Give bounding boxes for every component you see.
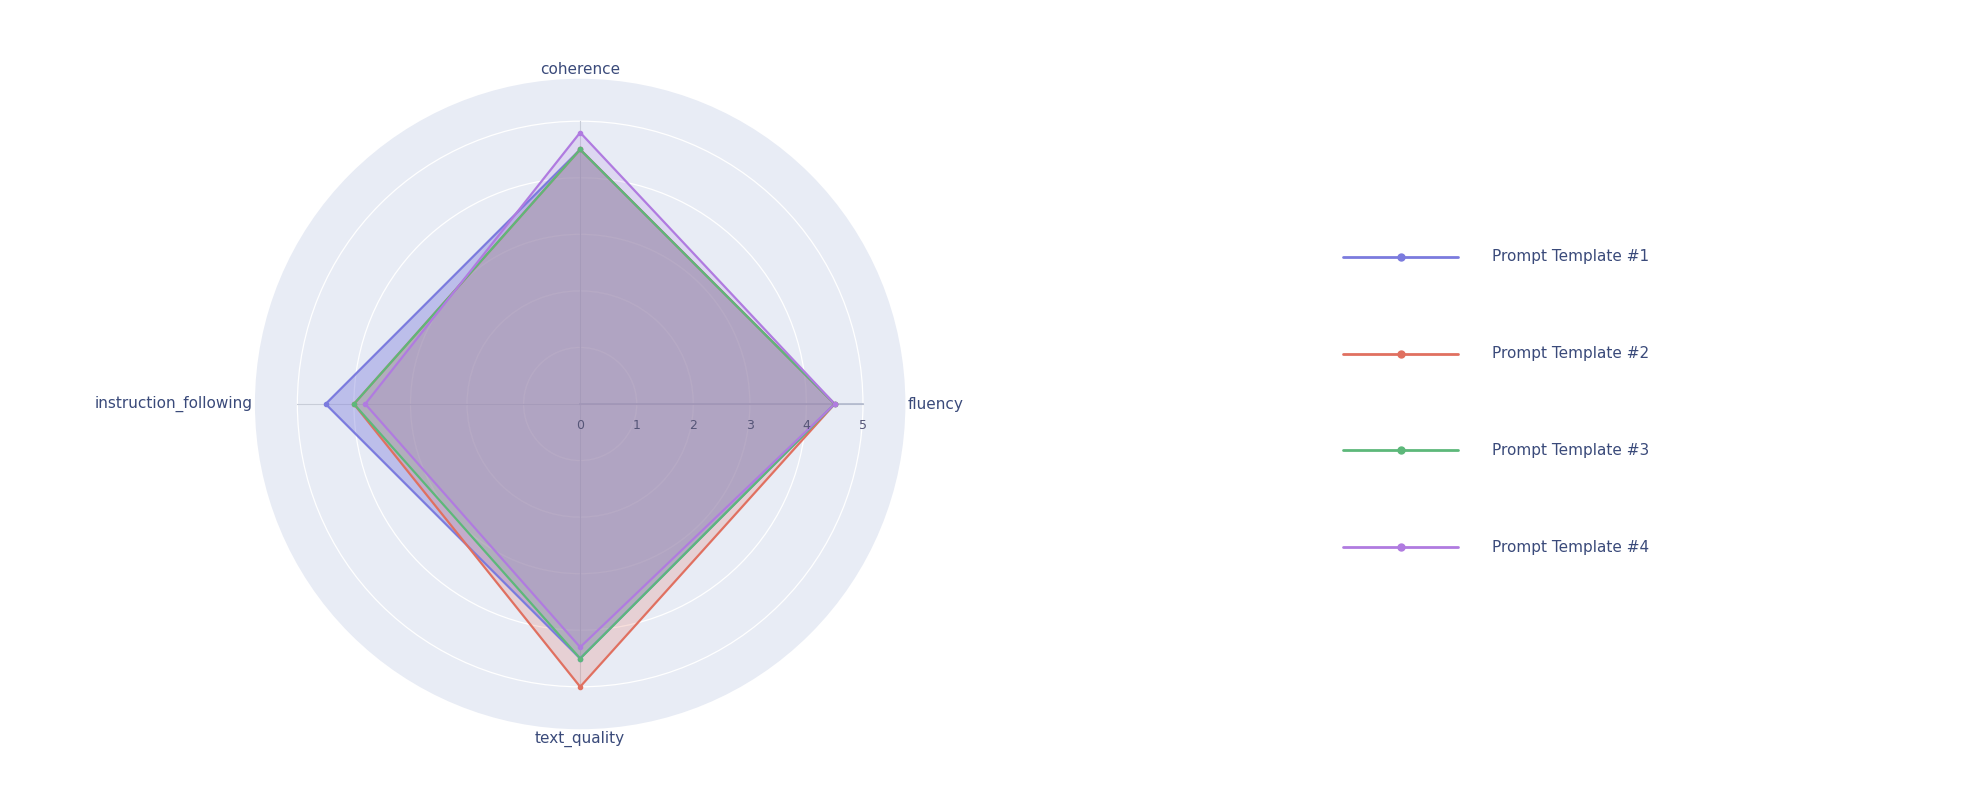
Polygon shape: [325, 149, 835, 659]
Text: Prompt Template #2: Prompt Template #2: [1492, 346, 1649, 361]
Text: 1: 1: [633, 419, 641, 431]
Text: coherence: coherence: [540, 61, 621, 77]
Polygon shape: [353, 149, 835, 687]
Text: Prompt Template #1: Prompt Template #1: [1492, 249, 1649, 264]
Polygon shape: [365, 133, 835, 647]
Text: text_quality: text_quality: [536, 731, 625, 747]
Text: 0: 0: [575, 419, 583, 431]
Text: 2: 2: [688, 419, 696, 431]
Text: 3: 3: [746, 419, 754, 431]
Circle shape: [254, 78, 905, 729]
Text: Prompt Template #4: Prompt Template #4: [1492, 540, 1649, 555]
Text: fluency: fluency: [907, 397, 964, 411]
Text: 4: 4: [802, 419, 809, 431]
Polygon shape: [353, 149, 835, 659]
Text: 5: 5: [859, 419, 867, 431]
Text: instruction_following: instruction_following: [95, 396, 252, 412]
Text: Prompt Template #3: Prompt Template #3: [1492, 443, 1649, 458]
